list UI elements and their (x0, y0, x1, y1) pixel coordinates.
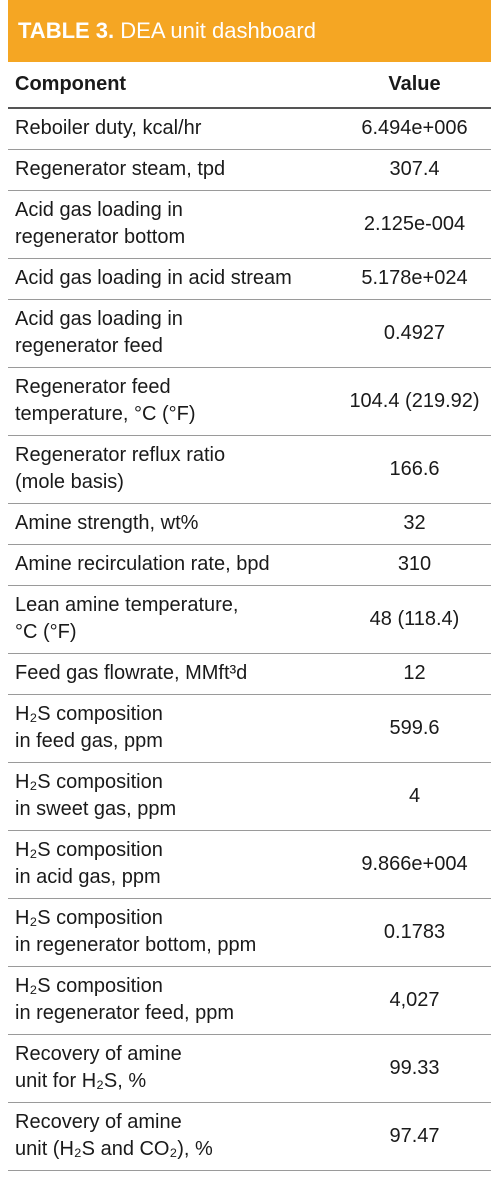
component-line: in regenerator bottom, ppm (15, 934, 257, 956)
component-line: Amine strength, wt% (15, 512, 199, 534)
table-row: Amine strength, wt% 32 (8, 503, 491, 545)
table-row: Regenerator steam, tpd 307.4 (8, 149, 491, 191)
table-title: DEA unit dashboard (120, 18, 316, 43)
component-line: Recovery of amine (15, 1111, 182, 1133)
component-line: regenerator feed (15, 335, 163, 357)
component-line: °C (°F) (15, 621, 77, 643)
component-line: Feed gas flowrate, MMft³d (15, 662, 248, 684)
value-cell: 12 (338, 653, 491, 695)
component-cell: Recovery of amine unit (H₂S and CO₂), % (8, 1102, 338, 1171)
table-row: Recovery of amine unit for H₂S, % 99.33 (8, 1034, 491, 1103)
component-cell: H₂S composition in regenerator bottom, pp… (8, 898, 338, 967)
component-cell: Regenerator feed temperature, °C (°F) (8, 367, 338, 436)
value-cell: 104.4 (219.92) (338, 367, 491, 436)
table-card: TABLE 3. DEA unit dashboard Component Va… (8, 0, 491, 1171)
value-cell: 599.6 (338, 694, 491, 763)
table-row: Lean amine temperature, °C (°F) 48 (118.4) (8, 585, 491, 654)
value-cell: 32 (338, 503, 491, 545)
component-cell: H₂S composition in regenerator feed, ppm (8, 966, 338, 1035)
table-row: Feed gas flowrate, MMft³d 12 (8, 653, 491, 695)
component-line: H₂S composition (15, 907, 163, 929)
component-line: in sweet gas, ppm (15, 798, 177, 820)
value-cell: 97.47 (338, 1102, 491, 1171)
component-line: Regenerator reflux ratio (15, 444, 226, 466)
component-cell: H₂S composition in sweet gas, ppm (8, 762, 338, 831)
value-cell: 166.6 (338, 435, 491, 504)
component-line: Acid gas loading in (15, 199, 183, 221)
component-cell: Amine recirculation rate, bpd (8, 544, 338, 586)
component-line: H₂S composition (15, 703, 163, 725)
component-line: Recovery of amine (15, 1043, 182, 1065)
value-cell: 4 (338, 762, 491, 831)
component-cell: Reboiler duty, kcal/hr (8, 108, 338, 150)
component-cell: Recovery of amine unit for H₂S, % (8, 1034, 338, 1103)
table-row: H₂S composition in regenerator feed, ppm 4… (8, 966, 491, 1035)
table-row: Acid gas loading in regenerator feed 0.492… (8, 299, 491, 368)
component-cell: Feed gas flowrate, MMft³d (8, 653, 338, 695)
value-cell: 307.4 (338, 149, 491, 191)
header-bar: TABLE 3. DEA unit dashboard (8, 0, 491, 62)
component-line: unit (H₂S and CO₂), % (15, 1138, 213, 1160)
table-row: H₂S composition in sweet gas, ppm 4 (8, 762, 491, 831)
value-cell: 6.494e+006 (338, 108, 491, 150)
component-line: (mole basis) (15, 471, 124, 493)
table-row: H₂S composition in feed gas, ppm 599.6 (8, 694, 491, 763)
value-cell: 0.1783 (338, 898, 491, 967)
table-row: H₂S composition in acid gas, ppm 9.866e+00… (8, 830, 491, 899)
component-cell: Lean amine temperature, °C (°F) (8, 585, 338, 654)
component-line: in feed gas, ppm (15, 730, 163, 752)
table-row: Recovery of amine unit (H₂S and CO₂), % 97… (8, 1102, 491, 1171)
value-cell: 2.125e-004 (338, 190, 491, 259)
table-label: TABLE 3. (18, 18, 115, 43)
column-header: Component (8, 62, 338, 109)
header-row: Component Value (8, 62, 491, 109)
component-cell: Acid gas loading in regenerator bottom (8, 190, 338, 259)
component-line: H₂S composition (15, 839, 163, 861)
table: Component Value Reboiler duty, kcal/hr 6.… (8, 62, 491, 1171)
component-cell: Acid gas loading in acid stream (8, 258, 338, 300)
component-cell: Amine strength, wt% (8, 503, 338, 545)
component-line: H₂S composition (15, 975, 163, 997)
component-line: Acid gas loading in acid stream (15, 267, 292, 289)
component-line: in regenerator feed, ppm (15, 1002, 235, 1024)
component-cell: Regenerator steam, tpd (8, 149, 338, 191)
value-cell: 4,027 (338, 966, 491, 1035)
table-row: Amine recirculation rate, bpd 310 (8, 544, 491, 586)
component-line: H₂S composition (15, 771, 163, 793)
table-row: Acid gas loading in regenerator bottom 2.1… (8, 190, 491, 259)
component-line: Amine recirculation rate, bpd (15, 553, 270, 575)
table-row: Reboiler duty, kcal/hr 6.494e+006 (8, 108, 491, 150)
value-cell: 310 (338, 544, 491, 586)
table-row: Acid gas loading in acid stream 5.178e+02… (8, 258, 491, 300)
component-line: Lean amine temperature, (15, 594, 239, 616)
component-line: Acid gas loading in (15, 308, 183, 330)
value-cell: 48 (118.4) (338, 585, 491, 654)
component-line: Regenerator steam, tpd (15, 158, 226, 180)
component-line: in acid gas, ppm (15, 866, 161, 888)
table-row: H₂S composition in regenerator bottom, pp… (8, 898, 491, 967)
component-cell: Acid gas loading in regenerator feed (8, 299, 338, 368)
table-row: Regenerator feed temperature, °C (°F) 104.… (8, 367, 491, 436)
component-line: Regenerator feed (15, 376, 171, 398)
component-line: regenerator bottom (15, 226, 186, 248)
component-line: temperature, °C (°F) (15, 403, 196, 425)
table-body: Reboiler duty, kcal/hr 6.494e+006 Regenera… (8, 108, 491, 1171)
table-row: Regenerator reflux ratio (mole basis) 166.… (8, 435, 491, 504)
component-line: unit for H₂S, % (15, 1070, 147, 1092)
value-cell: 5.178e+024 (338, 258, 491, 300)
value-cell: 9.866e+004 (338, 830, 491, 899)
column-header: Value (338, 62, 491, 109)
component-line: Reboiler duty, kcal/hr (15, 117, 202, 140)
component-cell: H₂S composition in feed gas, ppm (8, 694, 338, 763)
value-cell: 0.4927 (338, 299, 491, 368)
component-cell: H₂S composition in acid gas, ppm (8, 830, 338, 899)
component-cell: Regenerator reflux ratio (mole basis) (8, 435, 338, 504)
value-cell: 99.33 (338, 1034, 491, 1103)
